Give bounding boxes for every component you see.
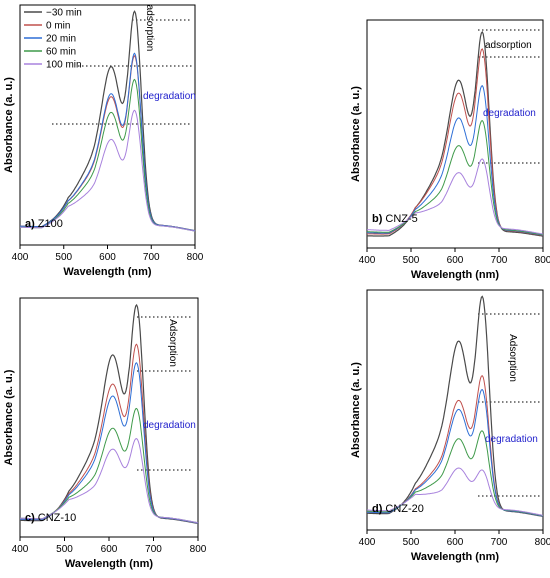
series-line-20min — [19, 362, 199, 524]
series-line-0min — [367, 375, 544, 517]
legend-entry: 100 min — [46, 60, 82, 71]
panel-sample-name: Z100 — [38, 218, 63, 230]
plot-frame — [366, 289, 544, 531]
legend: −30 min 0 min 20 min 60 min 100 min — [24, 8, 82, 71]
panel-label: a) Z100 — [25, 218, 63, 230]
legend-entry: 0 min — [46, 21, 70, 32]
x-tick-label: 700 — [491, 255, 508, 266]
panel-letter: b) — [372, 213, 383, 225]
series-line-30min — [367, 30, 544, 237]
x-tick-label: 400 — [12, 252, 29, 263]
panel-cnz-10: 400 500 600 700 800 Wavelength (nm) Absorbance… — [3, 297, 207, 570]
x-tick-label: 700 — [145, 544, 162, 555]
panel-letter: c) — [25, 512, 35, 524]
panel-cnz-5: 400 500 600 700 800 Wavelength (nm) Absorbance… — [350, 19, 550, 281]
panel-label: d) CNZ-20 — [372, 503, 424, 515]
degradation-annotation: degradation — [143, 91, 196, 102]
panel-cnz-20: 400 500 600 700 800 Wavelength (nm) Absorbance… — [350, 289, 550, 563]
x-tick-label: 500 — [403, 537, 420, 548]
x-tick-label: 800 — [535, 255, 550, 266]
x-tick-label: 600 — [447, 255, 464, 266]
x-tick-label: 500 — [55, 252, 72, 263]
x-axis-label: Wavelength (nm) — [63, 266, 152, 278]
x-tick-label: 600 — [447, 537, 464, 548]
series-line-20min — [20, 52, 196, 232]
panel-sample-name: CNZ-10 — [38, 512, 77, 524]
y-axis-label: Absorbance (a. u.) — [350, 86, 362, 182]
x-tick-label: 400 — [12, 544, 29, 555]
x-tick-label: 800 — [535, 537, 550, 548]
x-axis-label: Wavelength (nm) — [411, 269, 500, 281]
y-axis-label: Absorbance (a. u.) — [350, 362, 362, 458]
panel-letter: a) — [25, 218, 35, 230]
series-line-60min — [367, 119, 544, 236]
series-line-100min — [20, 109, 196, 232]
series-line-0min — [367, 48, 544, 236]
adsorption-annotation: Adsorption — [167, 319, 178, 367]
legend-entry: 60 min — [46, 47, 76, 58]
x-tick-label: 500 — [403, 255, 420, 266]
x-tick-label: 500 — [56, 544, 73, 555]
x-tick-label: 400 — [359, 537, 376, 548]
series-line-100min — [367, 158, 544, 235]
panel-letter: d) — [372, 503, 383, 515]
series-line-20min — [367, 389, 544, 517]
x-tick-label: 800 — [187, 252, 204, 263]
degradation-annotation: degradation — [485, 434, 538, 445]
legend-entry: 20 min — [46, 34, 76, 45]
x-tick-label: 800 — [190, 544, 207, 555]
adsorption-annotation: Adsorption — [507, 334, 518, 382]
series-line-100min — [19, 438, 199, 524]
degradation-annotation: degradation — [483, 108, 536, 119]
panel-z100: 400 500 600 700 800 Wavelength (nm) Absorbance… — [3, 4, 204, 278]
degradation-annotation: degradation — [143, 420, 196, 431]
panel-sample-name: CNZ-20 — [385, 503, 424, 515]
x-tick-label: 600 — [101, 544, 118, 555]
x-tick-label: 700 — [143, 252, 160, 263]
x-tick-label: 600 — [99, 252, 116, 263]
panel-label: c) CNZ-10 — [25, 512, 76, 524]
y-axis-label: Absorbance (a. u.) — [3, 77, 15, 173]
legend-entry: −30 min — [46, 8, 82, 19]
adsorption-annotation: adsorption — [144, 5, 155, 52]
series-line-100min — [367, 467, 544, 516]
x-axis-label: Wavelength (nm) — [65, 558, 154, 570]
adsorption-annotation: adsorption — [485, 40, 532, 51]
y-axis-label: Absorbance (a. u.) — [3, 369, 15, 465]
x-axis-label: Wavelength (nm) — [411, 551, 500, 563]
x-tick-label: 700 — [491, 537, 508, 548]
x-tick-label: 400 — [359, 255, 376, 266]
panel-sample-name: CNZ-5 — [385, 213, 417, 225]
panel-label: b) CNZ-5 — [372, 213, 418, 225]
